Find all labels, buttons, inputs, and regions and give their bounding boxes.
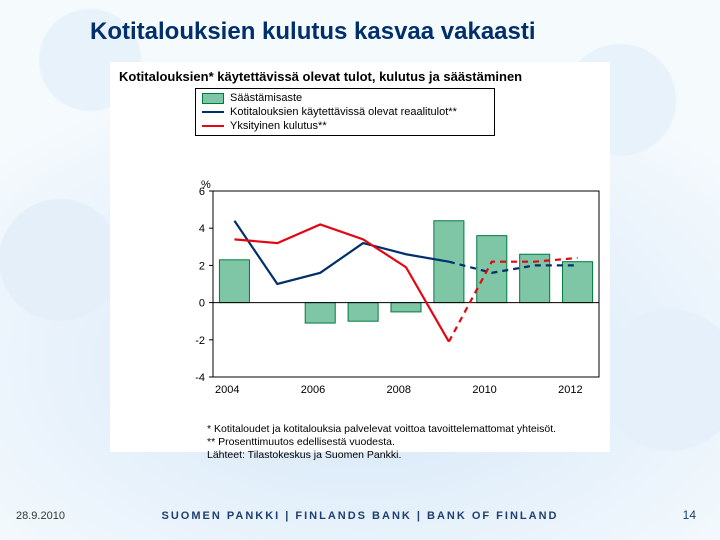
chart-footnotes: * Kotitaloudet ja kotitalouksia palvelev… <box>207 423 556 462</box>
legend-item-real-income: Kotitalouksien käytettävissä olevat reaa… <box>202 105 488 119</box>
svg-text:-4: -4 <box>195 372 205 384</box>
svg-text:2: 2 <box>199 260 205 272</box>
svg-text:2004: 2004 <box>215 384 239 396</box>
svg-text:6: 6 <box>199 187 205 198</box>
chart-container: Kotitalouksien* käytettävissä olevat tul… <box>110 62 610 452</box>
svg-text:2006: 2006 <box>301 384 325 396</box>
footnote-3: Lähteet: Tilastokeskus ja Suomen Pankki. <box>207 449 556 462</box>
legend-label-real: Kotitalouksien käytettävissä olevat reaa… <box>230 105 457 119</box>
legend-item-bar: Säästämisaste <box>202 91 488 105</box>
slide: Kotitalouksien kulutus kasvaa vakaasti K… <box>0 0 720 540</box>
legend-item-consumption: Yksityinen kulutus** <box>202 119 488 133</box>
svg-text:2010: 2010 <box>472 384 496 396</box>
footnote-2: ** Prosenttimuutos edellisestä vuodesta. <box>207 436 556 449</box>
chart-plot: -4 -2 0 2 4 6 2004 2006 2008 2010 2012 <box>189 187 605 397</box>
svg-text:2012: 2012 <box>558 384 582 396</box>
footer: SUOMEN PANKKI | FINLANDS BANK | BANK OF … <box>0 510 720 522</box>
legend-swatch-line-real <box>202 111 224 113</box>
page-number: 14 <box>683 508 696 522</box>
footnote-1: * Kotitaloudet ja kotitalouksia palvelev… <box>207 423 556 436</box>
legend-label-bar: Säästämisaste <box>230 91 302 105</box>
legend-swatch-bar <box>202 93 224 104</box>
svg-text:-2: -2 <box>195 335 205 347</box>
chart-subtitle: Kotitalouksien* käytettävissä olevat tul… <box>119 69 609 84</box>
page-title: Kotitalouksien kulutus kasvaa vakaasti <box>90 18 536 46</box>
legend-swatch-line-cons <box>202 125 224 127</box>
svg-text:0: 0 <box>199 298 205 310</box>
legend: Säästämisaste Kotitalouksien käytettävis… <box>195 88 495 136</box>
svg-text:4: 4 <box>199 223 205 235</box>
legend-label-cons: Yksityinen kulutus** <box>230 119 327 133</box>
svg-text:2008: 2008 <box>387 384 411 396</box>
